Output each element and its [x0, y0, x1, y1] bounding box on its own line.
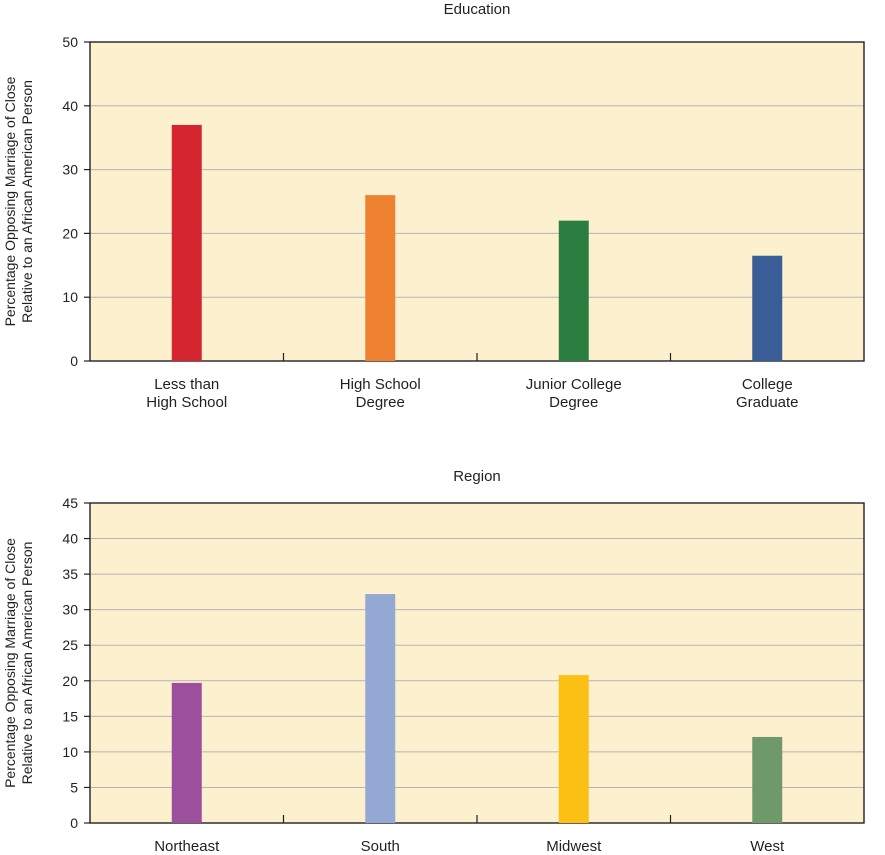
y-axis-title-line: Percentage Opposing Marriage of Close: [2, 538, 18, 788]
x-tick-label-line: College: [742, 376, 793, 393]
x-tick-label: Less than High School: [146, 376, 227, 411]
y-tick-label: 30: [62, 602, 78, 618]
y-axis-title: Percentage Opposing Marriage of CloseRel…: [2, 538, 35, 788]
x-tick-label: West: [750, 838, 785, 855]
x-tick-label: Midwest: [546, 838, 602, 855]
y-tick-label: 0: [70, 815, 78, 831]
x-tick-label-line: Northeast: [154, 838, 220, 855]
x-tick-label-line: Graduate: [736, 394, 799, 411]
y-axis-title: Percentage Opposing Marriage of CloseRel…: [2, 76, 35, 326]
y-tick-label: 15: [62, 708, 78, 724]
x-tick-label-line: High School: [146, 394, 227, 411]
y-tick-label: 50: [62, 34, 78, 50]
x-tick-label-line: Less than: [154, 376, 219, 393]
y-axis-title-line: Percentage Opposing Marriage of Close: [2, 76, 18, 326]
y-tick-label: 0: [70, 353, 78, 369]
y-axis-title-line: Relative to an African American Person: [19, 80, 35, 323]
y-tick-label: 10: [62, 744, 78, 760]
bar: [558, 220, 589, 361]
y-tick-label: 25: [62, 637, 78, 653]
x-tick-label-line: Degree: [549, 394, 598, 411]
x-tick-label-line: Midwest: [546, 838, 602, 855]
bar: [752, 255, 783, 361]
x-tick-label: Northeast: [154, 838, 220, 855]
y-tick-label: 40: [62, 531, 78, 547]
x-tick-label-line: Degree: [356, 394, 405, 411]
region-chart: Region 0 5 10 15 20 25 30 35 40 45 Percentage Oppos…: [2, 468, 865, 855]
x-tick-label-line: South: [361, 838, 400, 855]
bar: [171, 682, 202, 823]
chart-title: Education: [444, 1, 511, 18]
x-tick-label-line: High School: [340, 376, 421, 393]
y-tick-label: 30: [62, 162, 78, 178]
x-tick-label: South: [361, 838, 400, 855]
y-axis-title-line: Relative to an African American Person: [19, 542, 35, 785]
y-tick-label: 5: [70, 779, 78, 795]
plot-area: [90, 42, 864, 361]
y-tick-label: 45: [62, 495, 78, 511]
x-tick-label: Junior College Degree: [526, 376, 622, 411]
y-tick-label: 20: [62, 225, 78, 241]
x-tick-label: High School Degree: [340, 376, 421, 411]
plot-area: [90, 503, 864, 823]
y-tick-label: 20: [62, 673, 78, 689]
x-tick-label-line: Junior College: [526, 376, 622, 393]
bar: [365, 594, 396, 823]
y-tick-label: 40: [62, 98, 78, 114]
y-tick-label: 10: [62, 289, 78, 305]
x-tick-label: College Graduate: [736, 376, 799, 411]
bar: [752, 736, 783, 823]
bar: [171, 124, 202, 361]
education-chart: Education 0 10 20 30 40 50 Percentage Opposing …: [2, 1, 865, 411]
bar: [365, 195, 396, 361]
chart-title: Region: [453, 468, 501, 485]
x-tick-label-line: West: [750, 838, 785, 855]
bar: [558, 675, 589, 823]
y-tick-label: 35: [62, 566, 78, 582]
